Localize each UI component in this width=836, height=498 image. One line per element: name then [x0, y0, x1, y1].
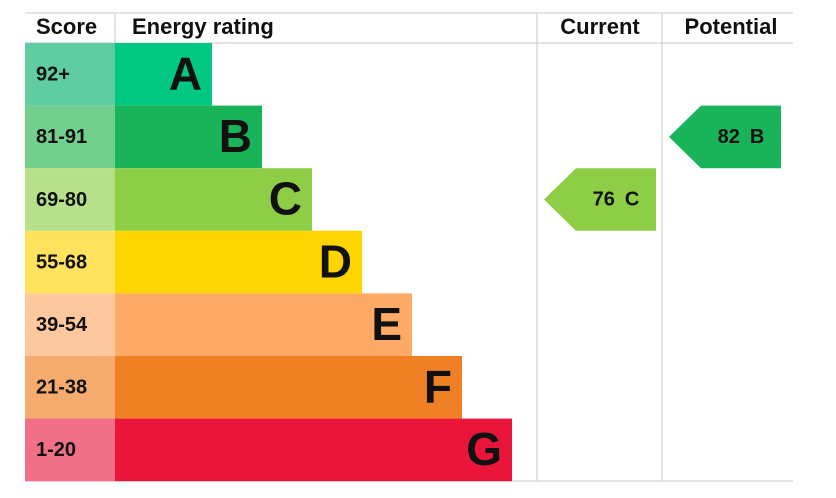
- potential-rating: B: [750, 126, 764, 148]
- score-cell: [25, 293, 115, 356]
- score-header: Score: [36, 14, 97, 39]
- score-label: 92+: [36, 64, 70, 86]
- score-label: 69-80: [36, 189, 87, 211]
- rating-bar: [115, 293, 412, 356]
- current-label: 76 C: [593, 189, 640, 211]
- score-label: 21-38: [36, 377, 87, 399]
- rating-bar: [115, 105, 262, 169]
- rating-letter: G: [466, 423, 502, 475]
- potential-score: 82: [718, 126, 740, 148]
- score-label: 39-54: [36, 314, 88, 336]
- rating-letter: E: [371, 298, 402, 350]
- score-label: 1-20: [36, 439, 76, 461]
- rating-bar: [115, 418, 512, 482]
- rating-letter: F: [424, 360, 452, 412]
- score-cell: [25, 356, 115, 419]
- potential-label: 82 B: [718, 126, 765, 148]
- rating-letter: B: [219, 110, 252, 162]
- current-header: Current: [560, 14, 640, 39]
- score-label: 81-91: [36, 126, 87, 148]
- score-cell: [25, 105, 115, 169]
- rating-letter: C: [269, 173, 302, 225]
- score-cell: [25, 43, 115, 106]
- current-score: 76: [593, 189, 615, 211]
- current-arrow: [544, 168, 656, 231]
- rating-letter: D: [319, 235, 352, 287]
- rating-header: Energy rating: [132, 14, 274, 39]
- current-rating: C: [625, 189, 639, 211]
- rating-bar: [115, 230, 362, 294]
- score-label: 55-68: [36, 251, 87, 273]
- score-cell: [25, 230, 115, 294]
- potential-header: Potential: [685, 14, 778, 39]
- score-cell: [25, 168, 115, 231]
- rating-letter: A: [169, 47, 202, 99]
- score-cell: [25, 418, 115, 482]
- rating-bar: [115, 168, 312, 231]
- rating-bar: [115, 43, 212, 106]
- rating-bar: [115, 356, 462, 419]
- potential-arrow: [669, 105, 781, 169]
